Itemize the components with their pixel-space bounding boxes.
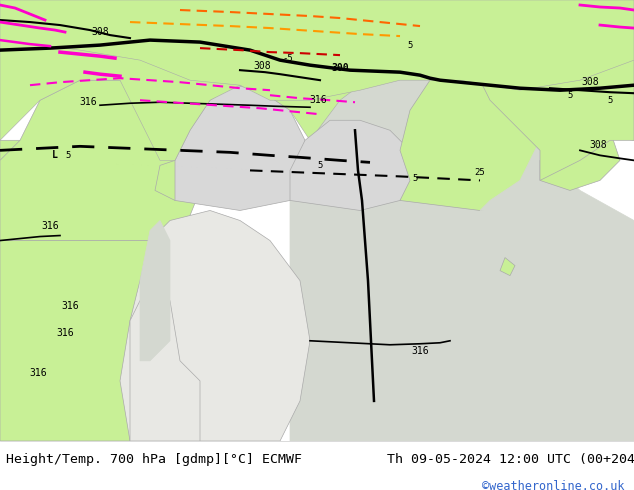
Text: -5: -5 bbox=[283, 53, 294, 63]
Polygon shape bbox=[500, 258, 515, 275]
Text: 308: 308 bbox=[253, 61, 271, 71]
Polygon shape bbox=[175, 85, 310, 211]
Polygon shape bbox=[0, 241, 180, 441]
Text: Height/Temp. 700 hPa [gdmp][°C] ECMWF: Height/Temp. 700 hPa [gdmp][°C] ECMWF bbox=[6, 453, 302, 466]
Polygon shape bbox=[290, 120, 420, 211]
Polygon shape bbox=[0, 0, 634, 100]
Text: 5: 5 bbox=[407, 41, 413, 49]
Text: 316: 316 bbox=[61, 301, 79, 311]
Polygon shape bbox=[120, 211, 310, 441]
Polygon shape bbox=[100, 10, 180, 40]
Text: 5: 5 bbox=[317, 161, 323, 170]
Text: 316: 316 bbox=[79, 97, 97, 107]
Text: 5: 5 bbox=[567, 91, 573, 100]
Text: ©weatheronline.co.uk: ©weatheronline.co.uk bbox=[482, 480, 624, 490]
Text: 316: 316 bbox=[41, 220, 59, 230]
Polygon shape bbox=[400, 70, 540, 211]
Text: Th 09-05-2024 12:00 UTC (00+204): Th 09-05-2024 12:00 UTC (00+204) bbox=[387, 453, 634, 466]
Text: 5: 5 bbox=[65, 151, 70, 160]
Polygon shape bbox=[0, 0, 100, 60]
Polygon shape bbox=[0, 0, 170, 70]
Text: 5: 5 bbox=[412, 174, 418, 183]
Polygon shape bbox=[130, 281, 200, 441]
Polygon shape bbox=[0, 0, 634, 160]
Text: 316: 316 bbox=[411, 346, 429, 356]
Text: 308: 308 bbox=[91, 27, 109, 37]
Polygon shape bbox=[0, 140, 80, 441]
Polygon shape bbox=[0, 80, 200, 241]
Polygon shape bbox=[480, 130, 580, 211]
Text: 308: 308 bbox=[589, 140, 607, 150]
Polygon shape bbox=[235, 60, 265, 95]
Polygon shape bbox=[160, 40, 240, 70]
Text: 316: 316 bbox=[56, 328, 74, 338]
Text: 25: 25 bbox=[475, 168, 486, 177]
Text: 316: 316 bbox=[29, 368, 47, 378]
Polygon shape bbox=[140, 220, 170, 361]
Polygon shape bbox=[540, 130, 620, 191]
Polygon shape bbox=[155, 160, 185, 200]
Text: 308: 308 bbox=[581, 77, 598, 87]
Text: 316: 316 bbox=[309, 95, 327, 105]
Text: 5: 5 bbox=[607, 96, 612, 105]
Polygon shape bbox=[470, 0, 634, 180]
Text: 300: 300 bbox=[331, 63, 349, 73]
Polygon shape bbox=[290, 60, 634, 441]
Text: L: L bbox=[52, 150, 58, 160]
